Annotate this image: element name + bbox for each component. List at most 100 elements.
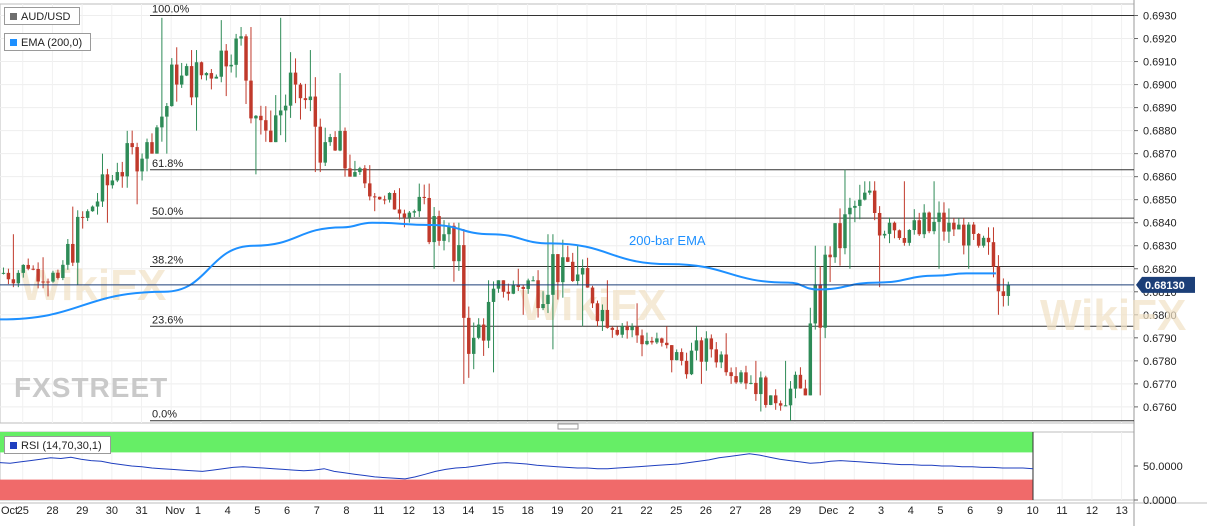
- candle-body: [338, 130, 342, 151]
- candle-body: [600, 309, 605, 322]
- candle-body: [674, 352, 679, 361]
- x-tick-label: 19: [551, 505, 563, 517]
- splitter-handle-icon: [557, 423, 579, 430]
- candle-body: [353, 172, 357, 177]
- y-tick-label: 0.6890: [1143, 103, 1177, 115]
- y-tick-label: 0.6850: [1143, 195, 1177, 207]
- legend-ema[interactable]: EMA (200,0): [4, 33, 92, 51]
- y-tick-label: 0.6900: [1143, 80, 1177, 92]
- candle-body: [858, 199, 862, 206]
- candle-body: [947, 222, 951, 232]
- fibonacci-label: 23.6%: [152, 314, 183, 326]
- candle-body: [640, 335, 644, 345]
- candle-body: [476, 324, 481, 338]
- candle-body: [269, 130, 273, 143]
- legend-rsi[interactable]: RSI (14,70,30,1): [4, 436, 111, 454]
- candle-body: [170, 64, 174, 107]
- legend-symbol[interactable]: AUD/USD: [4, 7, 80, 25]
- candle-body: [471, 337, 476, 354]
- candle-body: [516, 285, 521, 287]
- candle-body: [486, 301, 491, 341]
- candle-body: [630, 326, 634, 331]
- candle-body: [759, 377, 763, 395]
- candle-body: [66, 243, 70, 265]
- candle-body: [952, 222, 956, 230]
- candle-body: [432, 216, 436, 243]
- candle-body: [219, 50, 224, 77]
- x-tick-label: 5: [254, 505, 260, 517]
- candle-body: [778, 403, 783, 406]
- candle-body: [650, 340, 654, 343]
- legend-swatch-icon: [10, 442, 17, 449]
- candle-body: [194, 62, 199, 98]
- candle-body: [204, 73, 209, 76]
- candle-body: [764, 377, 768, 405]
- y-tick-label: 0.6770: [1143, 379, 1177, 391]
- candle-body: [115, 172, 120, 181]
- candle-body: [278, 110, 283, 116]
- fibonacci-label: 50.0%: [152, 206, 183, 218]
- candle-body: [838, 223, 842, 249]
- candle-body: [605, 309, 610, 328]
- x-tick-label: 18: [522, 505, 534, 517]
- candle-body: [892, 222, 897, 231]
- candle-body: [793, 374, 798, 389]
- candle-body: [615, 329, 620, 335]
- x-tick-label: 9: [997, 505, 1003, 517]
- candle-body: [412, 211, 417, 213]
- candle-body: [818, 284, 822, 328]
- fxstreet-watermark: FXSTREET: [14, 372, 169, 403]
- candle-body: [773, 395, 778, 404]
- candle-body: [21, 264, 26, 273]
- candle-body: [283, 105, 288, 111]
- x-tick-label: 11: [373, 505, 384, 517]
- candle-body: [145, 142, 149, 159]
- candle-body: [897, 230, 902, 239]
- x-tick-label: 5: [937, 505, 943, 517]
- candle-body: [41, 281, 45, 283]
- candle-body: [966, 224, 971, 246]
- candle-body: [976, 233, 981, 246]
- rsi-tick-label: 0.0000: [1143, 495, 1177, 507]
- candle-body: [996, 266, 1001, 292]
- candle-body: [229, 64, 233, 67]
- candle-body: [962, 224, 966, 246]
- candle-body: [872, 190, 877, 213]
- candle-body: [80, 216, 85, 218]
- x-tick-label: 25: [670, 505, 682, 517]
- candle-body: [863, 192, 867, 200]
- y-tick-label: 0.6800: [1143, 310, 1177, 322]
- candle-body: [566, 257, 570, 262]
- candle-body: [90, 206, 95, 212]
- candle-body: [734, 376, 738, 383]
- x-tick-label: Oct: [1, 505, 18, 517]
- x-tick-label: 12: [1086, 505, 1098, 517]
- y-tick-label: 0.6920: [1143, 34, 1177, 46]
- candle-body: [942, 212, 946, 232]
- candle-body: [620, 326, 624, 335]
- candle-body: [957, 224, 961, 230]
- fibonacci-label: 0.0%: [152, 409, 177, 421]
- candle-body: [368, 183, 372, 197]
- candle-body: [843, 214, 847, 249]
- candle-body: [610, 327, 615, 330]
- candle-body: [85, 211, 90, 218]
- candle-body: [214, 76, 219, 79]
- y-tick-label: 0.6880: [1143, 126, 1177, 138]
- candle-body: [991, 242, 996, 267]
- candle-body: [783, 405, 788, 407]
- candle-body: [259, 115, 263, 121]
- x-tick-label: 29: [76, 505, 88, 517]
- candle-body: [31, 268, 35, 270]
- candle-body: [902, 238, 907, 243]
- candle-body: [882, 233, 887, 236]
- candle-body: [694, 340, 699, 351]
- candle-body: [16, 272, 21, 284]
- candle-body: [724, 354, 728, 373]
- rsi-overbought-zone: [0, 432, 1033, 453]
- legend-rsi-label: RSI (14,70,30,1): [21, 440, 102, 452]
- candle-body: [739, 372, 743, 383]
- candle-body: [635, 326, 639, 336]
- candle-body: [402, 213, 407, 218]
